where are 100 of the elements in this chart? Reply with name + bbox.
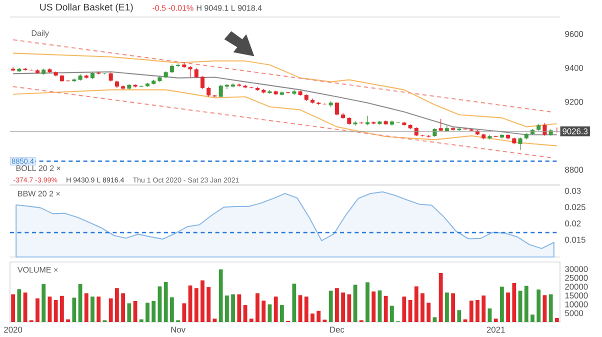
bar bbox=[42, 284, 46, 322]
y-tick-label: 10000 bbox=[565, 301, 588, 308]
annotation: BOLL 20 2 × bbox=[16, 165, 60, 172]
y-tick-label: 5000 bbox=[565, 310, 584, 316]
bar bbox=[328, 290, 333, 322]
bar bbox=[127, 303, 132, 322]
bar bbox=[78, 284, 82, 322]
y-tick-label: 9200 bbox=[565, 98, 584, 105]
chart-subtitle: -0.5 -0.01% bbox=[152, 5, 194, 11]
bar bbox=[420, 293, 424, 322]
bar bbox=[36, 298, 40, 322]
bar bbox=[310, 314, 314, 322]
y-tick-label: 15000 bbox=[565, 292, 588, 299]
bar bbox=[341, 292, 346, 322]
bar bbox=[390, 306, 394, 322]
bar bbox=[298, 295, 302, 322]
y-tick-label: 25000 bbox=[565, 274, 588, 281]
bar bbox=[66, 319, 70, 322]
bar bbox=[432, 317, 437, 322]
y-tick-label: 9400 bbox=[565, 64, 584, 71]
bar bbox=[96, 296, 101, 322]
bar bbox=[170, 297, 174, 322]
bar bbox=[280, 305, 284, 322]
bar bbox=[542, 295, 547, 322]
candlestick bbox=[365, 115, 370, 126]
bar bbox=[451, 293, 456, 322]
bar bbox=[316, 310, 321, 322]
bar bbox=[536, 290, 541, 322]
candlestick bbox=[218, 84, 223, 98]
line-series bbox=[12, 89, 558, 146]
bar bbox=[146, 302, 150, 322]
chart-title: US Dollar Basket (E1) bbox=[40, 3, 133, 12]
bar bbox=[243, 305, 248, 322]
bar bbox=[48, 296, 52, 322]
candlestick bbox=[188, 66, 192, 78]
y-tick-label: 0.015 bbox=[565, 236, 586, 243]
candlestick bbox=[542, 122, 547, 136]
bar bbox=[212, 318, 217, 322]
candlestick bbox=[518, 137, 522, 150]
bar bbox=[152, 301, 156, 322]
bar bbox=[414, 286, 418, 322]
y-tick-label: 0.02 bbox=[565, 220, 581, 226]
bar bbox=[500, 286, 504, 322]
bar bbox=[84, 293, 88, 322]
bar bbox=[512, 283, 516, 322]
annotation: Daily bbox=[32, 30, 49, 38]
bar bbox=[506, 292, 510, 322]
candlestick bbox=[176, 63, 180, 68]
y-tick-label: 0.03 bbox=[565, 188, 581, 194]
ref-line-label: 9026.3 bbox=[562, 128, 588, 134]
bar bbox=[206, 287, 211, 322]
candlestick bbox=[206, 86, 211, 98]
bar bbox=[548, 294, 553, 322]
bar bbox=[402, 296, 406, 322]
bar bbox=[426, 302, 431, 322]
candlestick bbox=[194, 68, 198, 78]
candlestick bbox=[334, 102, 339, 116]
annotation: VOLUME × bbox=[18, 266, 58, 273]
bar bbox=[366, 282, 370, 322]
bar bbox=[524, 286, 528, 322]
bar bbox=[256, 293, 260, 322]
bar bbox=[292, 284, 296, 322]
bar bbox=[334, 288, 339, 322]
line-series bbox=[12, 52, 558, 128]
bar bbox=[274, 296, 278, 322]
bar bbox=[218, 269, 223, 322]
bar bbox=[224, 296, 229, 322]
line-series bbox=[12, 71, 558, 136]
bar bbox=[469, 300, 474, 322]
bar bbox=[476, 300, 480, 322]
bar bbox=[200, 280, 204, 322]
bar bbox=[108, 298, 113, 322]
bar bbox=[121, 293, 126, 322]
bar bbox=[164, 282, 168, 322]
bar bbox=[194, 288, 198, 322]
bar bbox=[372, 291, 376, 322]
bar bbox=[133, 301, 138, 322]
bar bbox=[494, 318, 498, 322]
y-tick-label: 9600 bbox=[565, 31, 584, 37]
x-tick-label: Dec bbox=[330, 326, 344, 333]
bar bbox=[139, 319, 144, 322]
bar bbox=[482, 296, 486, 322]
bar bbox=[60, 296, 64, 322]
x-tick-label: 2021 bbox=[486, 326, 505, 333]
bar bbox=[17, 289, 22, 322]
bar bbox=[384, 296, 388, 322]
y-tick-label: 30000 bbox=[565, 266, 588, 272]
bar bbox=[182, 303, 186, 322]
y-tick-label: 8800 bbox=[565, 166, 584, 173]
bar bbox=[23, 292, 28, 322]
bar bbox=[90, 296, 94, 322]
bar bbox=[530, 314, 534, 322]
bar bbox=[304, 296, 308, 322]
y-tick-label: 20000 bbox=[565, 284, 588, 290]
bar bbox=[554, 318, 559, 322]
candlestick bbox=[231, 82, 236, 88]
bar bbox=[249, 318, 254, 322]
bar bbox=[438, 272, 443, 322]
bar bbox=[237, 294, 242, 322]
text: H 9049.1 L 9018.4 bbox=[196, 5, 262, 11]
